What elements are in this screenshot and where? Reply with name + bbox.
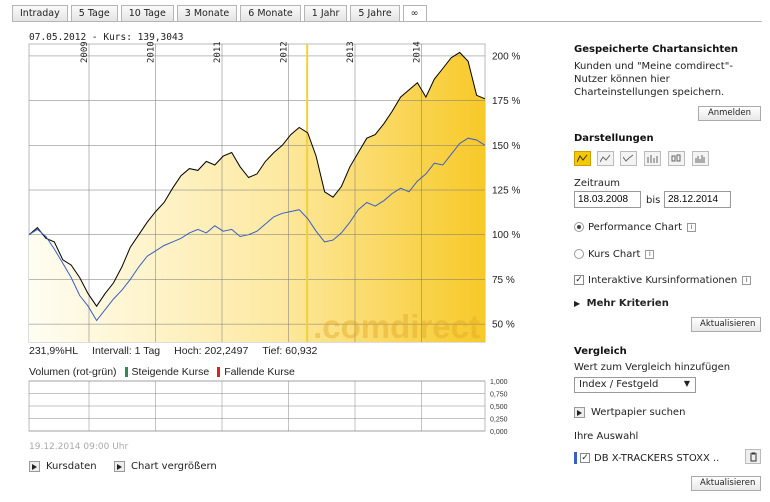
performance-chart[interactable]: 200 % 175 % 150 % 125 % 100 % 75 % 50 % 2009 201… [0,0,770,460]
performance-chart-radio[interactable] [574,222,584,232]
arrow-right-icon [574,407,585,418]
rising-color-swatch [124,367,128,378]
trash-icon [749,452,757,461]
interval-value: Intervall: 1 Tag [92,345,161,357]
interactive-info-checkbox[interactable]: ✓ [574,275,584,285]
tab-3-monate[interactable]: 3 Monate [176,5,238,22]
compare-title: Vergleich [574,346,627,357]
date-to-input[interactable] [664,191,731,208]
display-title: Darstellungen [574,133,654,144]
y-tick-label: 200 % [492,51,520,62]
series-color-marker [574,452,577,464]
tab-max[interactable]: ∞ [402,5,427,22]
update-button[interactable]: Aktualisieren [691,317,761,332]
login-button[interactable]: Anmelden [698,106,761,121]
tab-intraday[interactable]: Intraday [12,5,68,22]
volume-chart-type-button[interactable] [692,151,709,166]
tab-10-tage[interactable]: 10 Tage [120,5,174,22]
saved-views-title: Gespeicherte Chartansichten [574,44,739,55]
ohlc-chart-type-button[interactable] [644,151,661,166]
chart-stats: 231,9%HL Intervall: 1 Tag Hoch: 202,2497… [29,345,317,357]
y-tick-label: 125 % [492,186,520,197]
candlestick-icon [671,154,681,162]
compare-type-select[interactable]: Index / Festgeld ▼ [574,377,696,393]
volume-tick-label: 0,000 [490,429,508,436]
zeitraum-label: Zeitraum [574,178,621,189]
y-tick-label: 50 % [492,320,515,331]
your-selection-label: Ihre Auswahl [574,431,639,442]
tab-1-jahr[interactable]: 1 Jahr [303,5,348,22]
line-chart-type-button[interactable] [574,151,591,166]
timestamp: 19.12.2014 09:00 Uhr [29,442,129,452]
selection-item-label: DB X-TRACKERS STOXX .. [594,453,720,464]
x-tick-label: 2012 [280,41,290,63]
high-value: Hoch: 202,2497 [174,345,249,357]
x-tick-label: 2011 [213,41,223,63]
period-tabs: Intraday 5 Tage 10 Tage 3 Monate 6 Monate 1 J… [12,5,430,22]
info-icon[interactable]: i [645,249,655,259]
ohlc-icon [647,155,658,163]
tab-5-tage[interactable]: 5 Tage [70,5,118,22]
mountain-chart-icon [600,154,611,163]
chart-header: 07.05.2012 - Kurs: 139,3043 [29,32,184,43]
x-tick-label: 2014 [413,41,423,63]
series-area [29,52,485,343]
y-tick-label: 175 % [492,96,520,107]
main-series-line [28,51,486,308]
update-button-2[interactable]: Aktualisieren [691,476,761,491]
x-tick-label: 2010 [147,41,157,63]
x-tick-label: 2009 [80,41,90,63]
info-icon[interactable]: i [742,275,752,285]
tab-5-jahre[interactable]: 5 Jahre [350,5,400,22]
interactive-info-label: Interaktive Kursinformationen i [588,274,752,287]
bis-label: bis [646,195,661,206]
falling-color-swatch [217,367,221,378]
y-tick-label: 75 % [492,275,515,286]
kurs-chart-label: Kurs Chart i [588,248,655,261]
y-tick-label: 150 % [492,141,520,152]
saved-views-text: Kunden und "Meine comdirect"-Nutzer könn… [574,61,733,98]
security-search-link[interactable]: Wertpapier suchen [574,407,685,418]
performance-chart-label: Performance Chart i [588,221,697,234]
line-chart-icon [577,154,588,163]
volume-tick-label: 0,500 [490,404,508,411]
dots-chart-type-button[interactable] [620,151,637,166]
rising-legend: Steigende Kurse [124,366,209,378]
y-tick-label: 100 % [492,230,520,241]
kursdaten-link[interactable]: Kursdaten [29,461,97,472]
area-chart-type-button[interactable] [597,151,614,166]
tab-6-monate[interactable]: 6 Monate [240,5,301,22]
date-from-input[interactable] [574,191,641,208]
low-value: Tief: 60,932 [262,345,318,357]
info-icon[interactable]: i [687,222,697,232]
volume-legend: Volumen (rot-grün) Steigende Kurse Falle… [29,366,295,378]
candle-chart-type-button[interactable] [668,151,685,166]
volume-tick-label: 0,250 [490,417,508,424]
volume-label: Volumen (rot-grün) [29,366,117,378]
falling-legend: Fallende Kurse [217,366,295,378]
volume-tick-label: 0,750 [490,392,508,399]
dropdown-arrow-icon: ▼ [683,379,690,388]
arrow-right-icon [29,461,40,472]
comdirect-watermark: .comdirect [313,308,480,345]
delete-button[interactable] [745,449,761,464]
more-criteria-toggle[interactable]: ▶ Mehr Kriterien [574,298,669,309]
arrow-right-icon [114,461,125,472]
compare-series-line [28,137,486,322]
compare-add-label: Wert zum Vergleich hinzufügen [574,362,731,373]
x-tick-label: 2013 [346,41,356,63]
dot-chart-icon [623,154,634,162]
selection-checkbox[interactable]: ✓ [580,453,590,463]
caret-right-icon: ▶ [574,299,581,308]
volume-tick-label: 1,000 [490,379,508,386]
kurs-chart-radio[interactable] [574,249,584,259]
enlarge-chart-link[interactable]: Chart vergrößern [114,461,217,472]
tab-divider [12,21,762,22]
bar-chart-icon [695,155,705,163]
change-value: 231,9%HL [29,345,79,357]
